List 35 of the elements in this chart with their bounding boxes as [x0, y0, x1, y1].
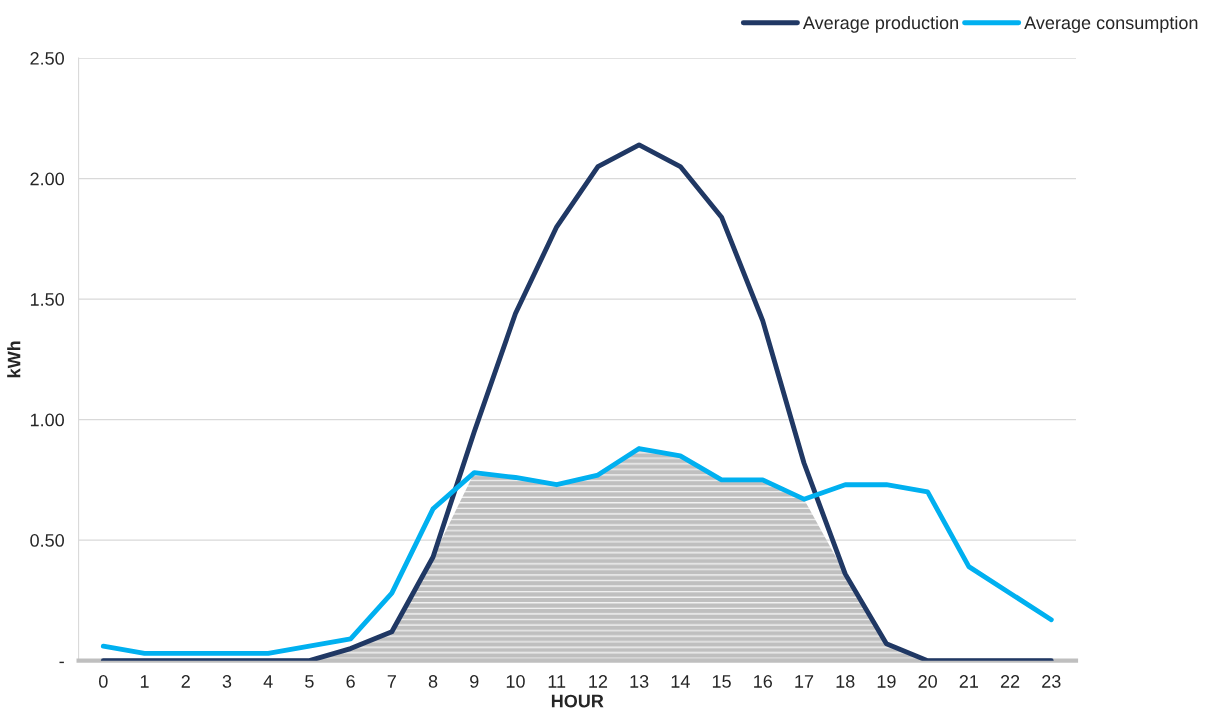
y-tick-label: - [59, 661, 64, 664]
x-tick-label: 23 [1042, 675, 1061, 688]
y-axis-title: kWh [7, 341, 21, 378]
x-tick-label: 19 [877, 675, 896, 688]
x-tick-label: 7 [387, 675, 396, 688]
legend-label: Average consumption [1024, 15, 1198, 33]
x-tick-label: 12 [589, 675, 608, 688]
x-tick-label: 4 [263, 675, 273, 688]
x-tick-label: 9 [470, 675, 479, 688]
line-series [100, 142, 1054, 661]
x-axis-title: HOUR [551, 694, 604, 708]
x-tick-label: 0 [99, 675, 108, 688]
y-tick-label: 1.50 [30, 293, 64, 306]
x-tick-label: 16 [754, 675, 773, 688]
x-tick-label: 5 [305, 675, 314, 688]
x-tick-label: 11 [548, 675, 566, 688]
y-tick-label: 2.00 [30, 172, 64, 186]
y-tick-label: 0.50 [30, 534, 64, 547]
x-tick-label: 20 [918, 675, 937, 688]
x-tick-label: 13 [630, 675, 649, 688]
x-tick-label: 2 [181, 675, 190, 688]
x-tick-label: 21 [959, 675, 979, 688]
y-tick-label: 2.50 [30, 52, 64, 65]
x-tick-label: 15 [712, 675, 731, 688]
x-tick-label: 6 [346, 675, 355, 688]
x-tick-label: 18 [836, 675, 855, 688]
x-tick-label: 10 [506, 675, 525, 688]
x-tick-label: 17 [795, 675, 814, 688]
x-tick-label: 8 [428, 675, 438, 688]
x-tick-label: 14 [671, 675, 690, 688]
legend-label: Average production [802, 15, 958, 33]
x-tick-label: 22 [1000, 675, 1020, 688]
y-tick-label: 1.00 [30, 413, 64, 427]
x-tick-label: 3 [222, 675, 232, 688]
x-tick-label: 1 [140, 675, 149, 688]
